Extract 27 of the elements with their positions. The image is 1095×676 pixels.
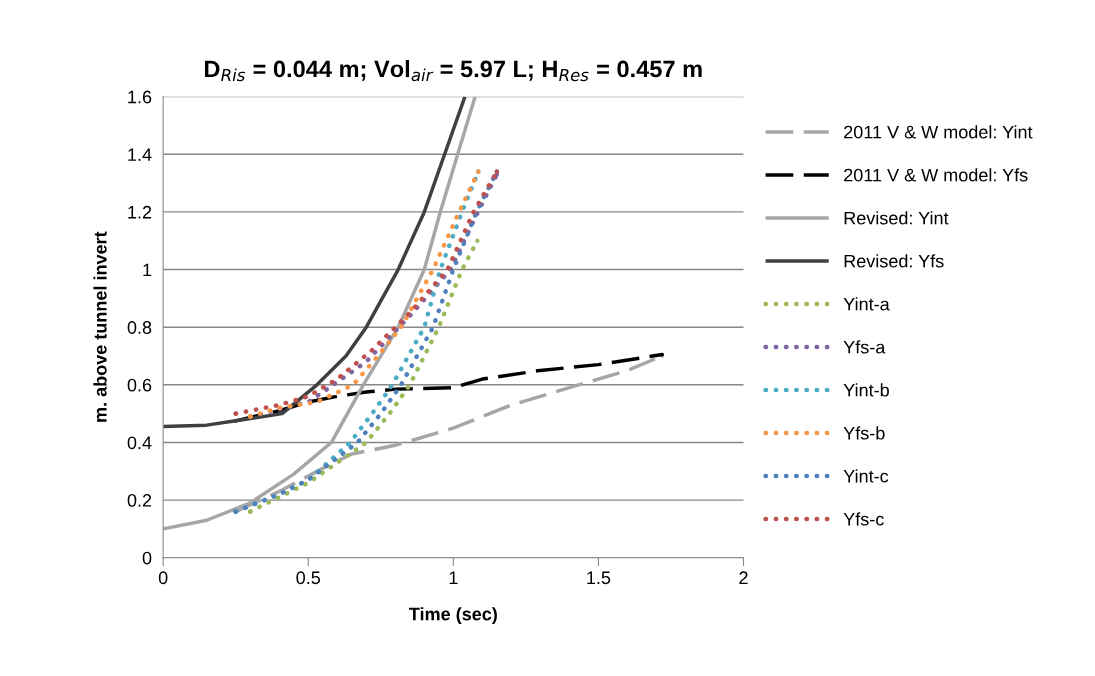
legend-label: 2011 V & W model: Yfs: [844, 168, 1028, 182]
legend-label: Yfs-b: [843, 426, 885, 440]
y-axis-title: m. above tunnel invert: [93, 231, 107, 422]
legend-label: 2011 V & W model: Yint: [844, 125, 1033, 139]
legend-label: Yint-c: [843, 469, 889, 483]
legend-label: Revised: Yint: [844, 211, 949, 225]
y-tick-label: 1.4: [128, 148, 152, 161]
x-tick-label: 1.5: [587, 571, 611, 585]
y-tick-label: 0.2: [127, 494, 152, 507]
chart-title: D$_{Ris}$ = 0.044 m; Vol$_{air}$ = 5.97 L; H$_{Res}$ = 0.457 m: [204, 59, 702, 82]
x-tick-label: 0.5: [296, 571, 321, 585]
y-tick-label: 0: [142, 551, 152, 565]
x-tick-label: 2: [739, 571, 748, 584]
x-tick-label: 1: [449, 571, 458, 584]
legend-label: Yfs-c: [843, 512, 884, 526]
y-tick-label: 0.6: [127, 378, 152, 392]
legend-label: Revised: Yfs: [844, 254, 944, 268]
legend-label: Yint-b: [843, 383, 889, 397]
x-axis-title: Time (sec): [409, 607, 497, 624]
y-tick-label: 1: [143, 263, 152, 277]
x-tick-label: 0: [158, 571, 168, 585]
legend-label: Yfs-a: [843, 340, 886, 354]
y-tick-label: 0.8: [127, 321, 152, 334]
legend-label: Yint-a: [843, 297, 890, 311]
y-tick-label: 0.4: [127, 436, 152, 450]
y-tick-label: 1.6: [128, 90, 152, 104]
y-tick-label: 1.2: [128, 205, 152, 219]
